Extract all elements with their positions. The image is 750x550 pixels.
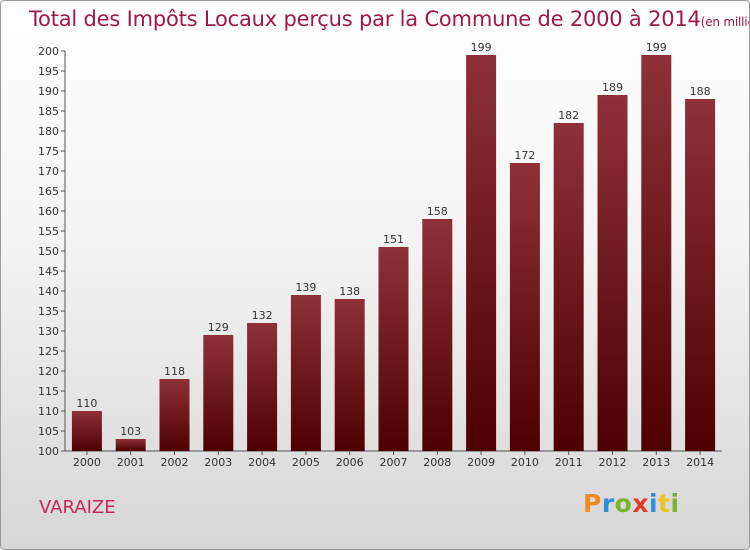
- value-label: 199: [646, 41, 667, 54]
- x-tick-label: 2002: [161, 456, 189, 469]
- value-label: 138: [339, 285, 360, 298]
- y-tick-label: 110: [38, 405, 59, 418]
- logo-letter: i: [649, 489, 659, 518]
- x-tick-label: 2007: [380, 456, 408, 469]
- x-tick-label: 2014: [686, 456, 714, 469]
- value-label: 103: [120, 425, 141, 438]
- y-tick-label: 185: [38, 105, 59, 118]
- y-tick-label: 135: [38, 305, 59, 318]
- x-axis: 2000 2001 2002 2003 2004 2005 2006 2007 2008 2009…: [73, 451, 714, 469]
- bar: [247, 323, 278, 451]
- y-tick-label: 160: [38, 205, 59, 218]
- commune-name: VARAIZE: [39, 497, 116, 518]
- y-tick-label: 140: [38, 285, 59, 298]
- x-tick-label: 2013: [642, 456, 670, 469]
- value-label: 158: [427, 205, 448, 218]
- y-axis: 100 105 110 115 120 125 130 135 140 145 150 155 160 1…: [38, 45, 65, 458]
- value-label: 172: [514, 149, 535, 162]
- bar: [685, 99, 716, 451]
- value-label: 139: [295, 281, 316, 294]
- y-tick-label: 120: [38, 365, 59, 378]
- y-tick-label: 165: [38, 185, 59, 198]
- logo-letter: P: [583, 489, 602, 518]
- bar: [553, 123, 584, 451]
- bar: [115, 439, 146, 451]
- x-tick-label: 2000: [73, 456, 101, 469]
- y-tick-label: 115: [38, 385, 59, 398]
- y-tick-label: 130: [38, 325, 59, 338]
- bar: [290, 295, 321, 451]
- chart-title: Total des Impôts Locaux perçus par la Co…: [29, 7, 749, 31]
- logo-letter: t: [658, 489, 671, 518]
- y-tick-label: 155: [38, 225, 59, 238]
- y-tick-label: 180: [38, 125, 59, 138]
- value-label: 188: [690, 85, 711, 98]
- x-tick-label: 2003: [204, 456, 232, 469]
- x-tick-label: 2010: [511, 456, 539, 469]
- x-tick-label: 2001: [117, 456, 145, 469]
- value-label: 110: [76, 397, 97, 410]
- y-tick-label: 195: [38, 65, 59, 78]
- value-label: 182: [558, 109, 579, 122]
- x-tick-label: 2011: [555, 456, 583, 469]
- bar: [378, 247, 409, 451]
- bar: [71, 411, 102, 451]
- y-tick-label: 125: [38, 345, 59, 358]
- x-tick-label: 2005: [292, 456, 320, 469]
- bar: [334, 299, 365, 451]
- value-label: 199: [471, 41, 492, 54]
- bar: [509, 163, 540, 451]
- bar: [597, 95, 628, 451]
- bar: [422, 219, 453, 451]
- title-text: Total des Impôts Locaux perçus par la Co…: [29, 7, 701, 31]
- y-tick-label: 175: [38, 145, 59, 158]
- x-tick-label: 2004: [248, 456, 276, 469]
- bar: [159, 379, 190, 451]
- value-label: 129: [208, 321, 229, 334]
- y-tick-label: 200: [38, 45, 59, 58]
- value-label: 151: [383, 233, 404, 246]
- y-tick-label: 105: [38, 425, 59, 438]
- y-tick-label: 145: [38, 265, 59, 278]
- y-tick-label: 170: [38, 165, 59, 178]
- y-tick-label: 150: [38, 245, 59, 258]
- title-unit: (en milliers d'€): [700, 15, 749, 29]
- logo-letter: i: [670, 489, 680, 518]
- proxiti-logo: Proxiti: [583, 489, 680, 518]
- value-labels: 110 103 118 129 132 139 138 151 158 199 172 182 189 1…: [76, 41, 710, 438]
- logo-letter: x: [632, 489, 649, 518]
- x-tick-label: 2006: [336, 456, 364, 469]
- bars: [71, 55, 716, 451]
- y-tick-label: 100: [38, 445, 59, 458]
- logo-letter: r: [601, 489, 615, 518]
- bar: [641, 55, 672, 451]
- x-tick-label: 2009: [467, 456, 495, 469]
- value-label: 132: [252, 309, 273, 322]
- bar: [466, 55, 497, 451]
- value-label: 118: [164, 365, 185, 378]
- x-tick-label: 2012: [599, 456, 627, 469]
- y-tick-label: 190: [38, 85, 59, 98]
- x-tick-label: 2008: [423, 456, 451, 469]
- value-label: 189: [602, 81, 623, 94]
- bar: [203, 335, 234, 451]
- logo-letter: o: [614, 489, 633, 518]
